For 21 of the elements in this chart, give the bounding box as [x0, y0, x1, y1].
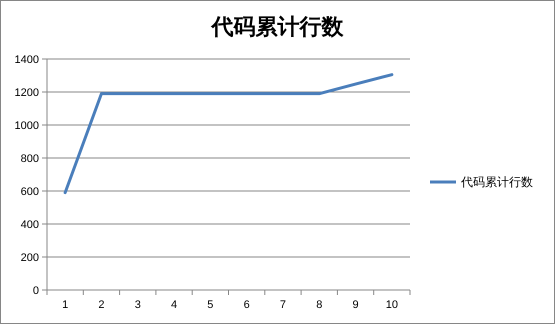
x-tick-label: 1	[62, 299, 68, 311]
x-tick-label: 6	[244, 299, 250, 311]
y-tick-label: 200	[20, 252, 39, 264]
x-tick-label: 7	[280, 299, 286, 311]
x-tick-label: 5	[207, 299, 214, 311]
y-tick-label: 600	[20, 186, 39, 198]
legend-label: 代码累计行数	[460, 175, 533, 190]
x-tick-label: 4	[170, 299, 178, 311]
y-tick-label: 1000	[14, 120, 39, 132]
y-tick-label: 400	[20, 218, 39, 231]
x-tick-label: 9	[352, 299, 359, 311]
y-tick-label: 1200	[14, 86, 39, 99]
y-tick-label: 800	[20, 152, 39, 165]
y-tick-label: 0	[32, 284, 39, 297]
y-tick-label: 1400	[14, 54, 39, 66]
line-series	[64, 73, 394, 194]
chart-title: 代码累计行数	[210, 15, 344, 40]
x-tick-label: 10	[386, 299, 398, 311]
x-tick-label: 3	[134, 299, 141, 311]
x-tick-label: 8	[316, 299, 322, 311]
x-tick-label: 2	[98, 299, 105, 311]
